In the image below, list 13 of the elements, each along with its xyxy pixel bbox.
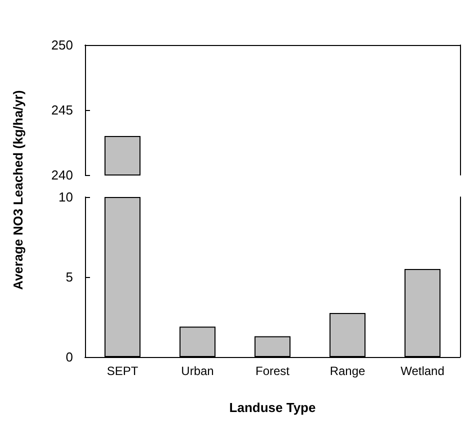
x-axis-title: Landuse Type [229,400,316,415]
y-tick-label: 240 [51,168,73,182]
y-axis-title: Average NO3 Leached (kg/ha/yr) [10,90,26,290]
x-tick-label: SEPT [106,364,139,378]
y-tick-label: 5 [66,270,73,284]
y-tick-label: 250 [51,38,73,52]
x-tick-label: Forest [255,364,290,378]
y-tick-label: 0 [66,350,73,364]
x-tick-label: Range [330,364,366,378]
x-tick-label: Wetland [400,364,444,378]
x-tick-label: Urban [181,364,214,378]
y-tick-label: 245 [51,102,73,118]
y-tick-label: 10 [58,190,73,204]
